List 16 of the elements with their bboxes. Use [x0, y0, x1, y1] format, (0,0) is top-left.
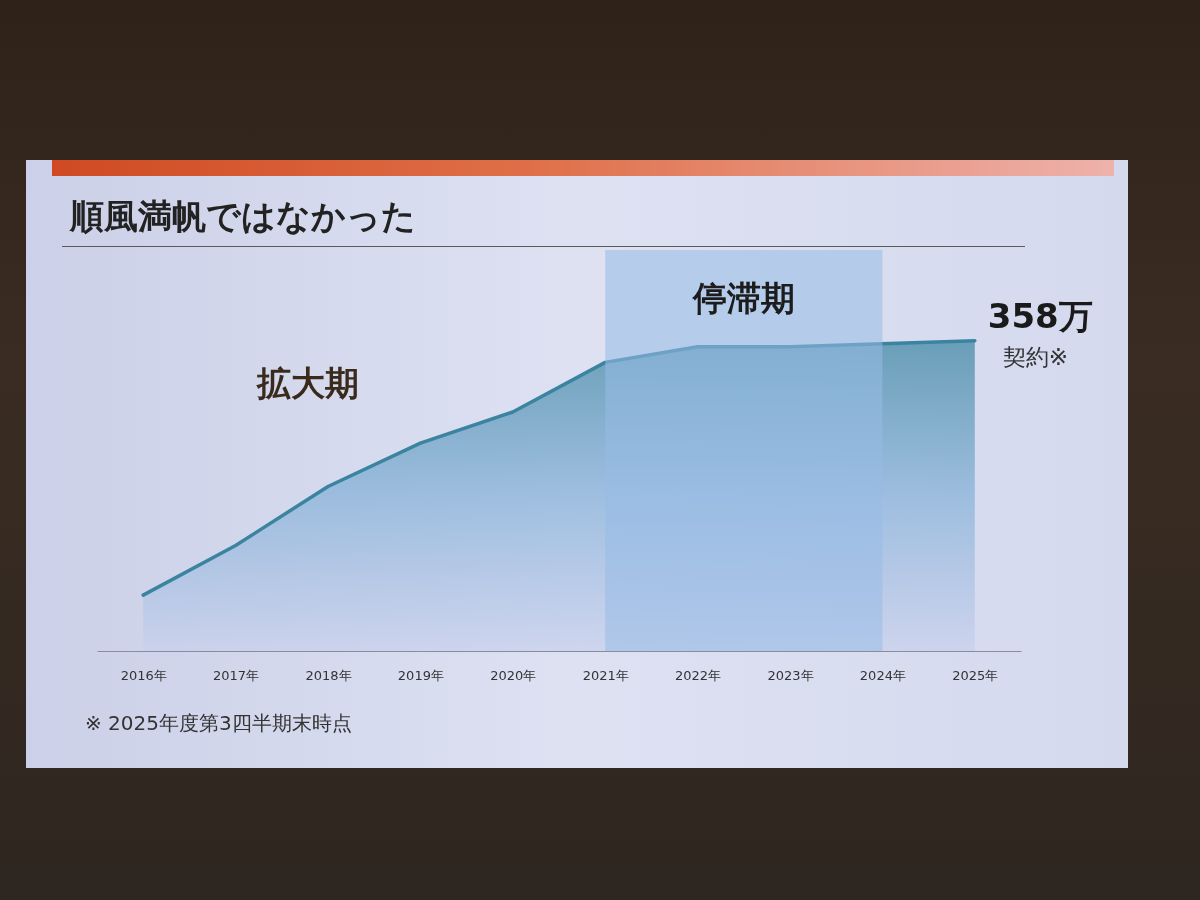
x-tick-label: 2023年	[767, 667, 814, 683]
annotation: 358万	[987, 295, 1093, 336]
x-tick-label: 2025年	[952, 667, 999, 683]
x-tick-label: 2016年	[120, 667, 167, 683]
text: ※ 2025年度第3四半期末時点	[85, 710, 352, 737]
x-tick-label: 2022年	[675, 667, 722, 683]
x-tick-label: 2019年	[397, 667, 444, 683]
series-label: 契約※	[1002, 343, 1069, 370]
annotation: 拡大期	[256, 363, 359, 403]
x-tick-label: 2021年	[582, 667, 629, 683]
x-tick-label: 2018年	[305, 667, 352, 683]
x-tick-label: 2020年	[490, 667, 537, 683]
x-tick-label: 2024年	[859, 667, 906, 683]
band-label: 停滞期	[691, 278, 795, 318]
x-tick-label: 2017年	[213, 667, 260, 683]
chart-title: 順風満帆ではなかった	[70, 195, 416, 238]
